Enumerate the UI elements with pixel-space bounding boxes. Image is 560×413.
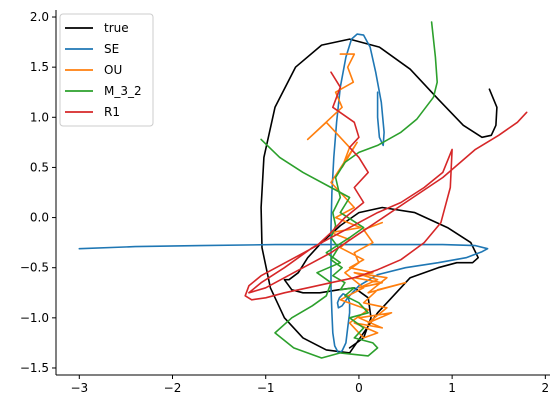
series-layer [78,21,528,359]
series-line-se [78,33,489,354]
y-tick-label: 0.0 [30,211,49,225]
series-line-m-3-2 [260,21,439,359]
x-tick-label: 2 [542,381,550,395]
legend-items: true SE OU M_3_2 R1 [65,21,142,119]
y-tick-label: −1.0 [20,311,49,325]
y-tick-label: −0.5 [20,261,49,275]
y-tick-label: 1.0 [30,110,49,124]
x-tick-label: −2 [164,381,182,395]
y-tick-label: 1.5 [30,60,49,74]
y-tick-label: 2.0 [30,10,49,24]
x-tick-label: −3 [70,381,88,395]
legend-label-se: SE [104,42,119,56]
legend-label-m-3-2: M_3_2 [104,84,142,98]
legend-label-ou: OU [104,63,122,77]
y-ticks: −1.5 −1.0 −0.5 0.0 0.5 1.0 1.5 2.0 [20,10,56,375]
x-tick-label: 0 [355,381,363,395]
legend-label-true: true [104,21,129,35]
y-tick-label: 0.5 [30,160,49,174]
y-tick-label: −1.5 [20,361,49,375]
x-tick-label: −1 [257,381,275,395]
legend-frame [59,13,154,127]
legend: true SE OU M_3_2 R1 [59,13,154,127]
series-line-r1 [244,71,528,301]
x-tick-label: 1 [448,381,456,395]
x-ticks: −3 −2 −1 0 1 2 [70,375,549,395]
legend-label-r1: R1 [104,105,120,119]
